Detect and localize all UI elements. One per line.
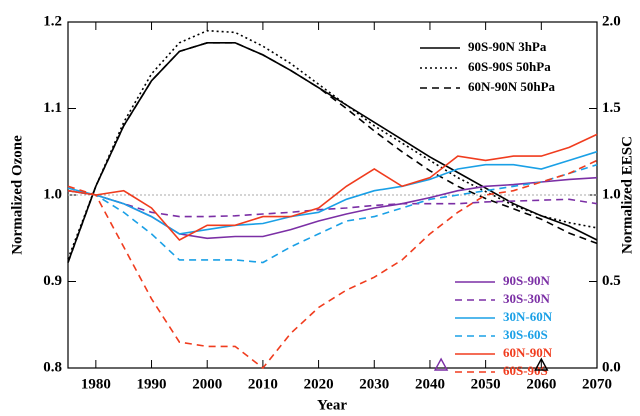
- year-marker: [534, 357, 549, 371]
- series-line: [67, 189, 598, 218]
- x-tick-label: 2040: [415, 376, 445, 392]
- y2-tick-label: 1.0: [602, 186, 621, 202]
- y-tick-label: 0.8: [43, 359, 62, 375]
- x-tick-label: 2050: [471, 376, 501, 392]
- y2-tick-label: 0.5: [602, 273, 621, 289]
- y-tick-label: 1.1: [43, 100, 62, 116]
- y2-tick-label: 2.0: [602, 13, 621, 29]
- series-line: [67, 163, 598, 264]
- x-tick-label: 2060: [526, 376, 556, 392]
- x-tick-label: 2000: [192, 376, 222, 392]
- y2-tick-label: 1.5: [602, 100, 621, 116]
- x-tick-label: 2070: [582, 376, 612, 392]
- x-tick-label: 2030: [359, 376, 389, 392]
- y-axis-label: Normalized Ozone: [9, 135, 25, 255]
- series-line: [67, 159, 598, 370]
- x-tick-label: 1990: [137, 376, 167, 392]
- series-line: [67, 29, 598, 260]
- series-line: [67, 176, 598, 240]
- x-axis-label: Year: [317, 397, 347, 413]
- series-line: [67, 42, 598, 263]
- y-tick-label: 0.9: [43, 273, 62, 289]
- y2-axis-label: Normalized EESC: [619, 136, 635, 254]
- series-line: [67, 150, 598, 235]
- series-line: [67, 133, 598, 242]
- year-marker: [433, 357, 449, 371]
- x-tick-label: 2020: [304, 376, 334, 392]
- y-tick-label: 1.0: [43, 186, 62, 202]
- legend-label: 90S-90N 3hPa: [468, 39, 547, 54]
- legend-label: 60S-90S 50hPa: [468, 59, 551, 74]
- x-tick-label: 1980: [81, 376, 111, 392]
- x-tick-label: 2010: [248, 376, 278, 392]
- legend-label: 60N-90N: [503, 345, 553, 360]
- y2-tick-label: 0.0: [602, 359, 621, 375]
- y-tick-label: 1.2: [43, 13, 62, 29]
- legend-label: 30N-60N: [503, 309, 553, 324]
- legend-label: 30S-60S: [503, 327, 548, 342]
- series-line: [67, 42, 598, 263]
- legend-label: 60N-90N 50hPa: [468, 79, 556, 94]
- legend-label: 90S-90N: [503, 273, 551, 288]
- legend-label: 30S-30N: [503, 291, 551, 306]
